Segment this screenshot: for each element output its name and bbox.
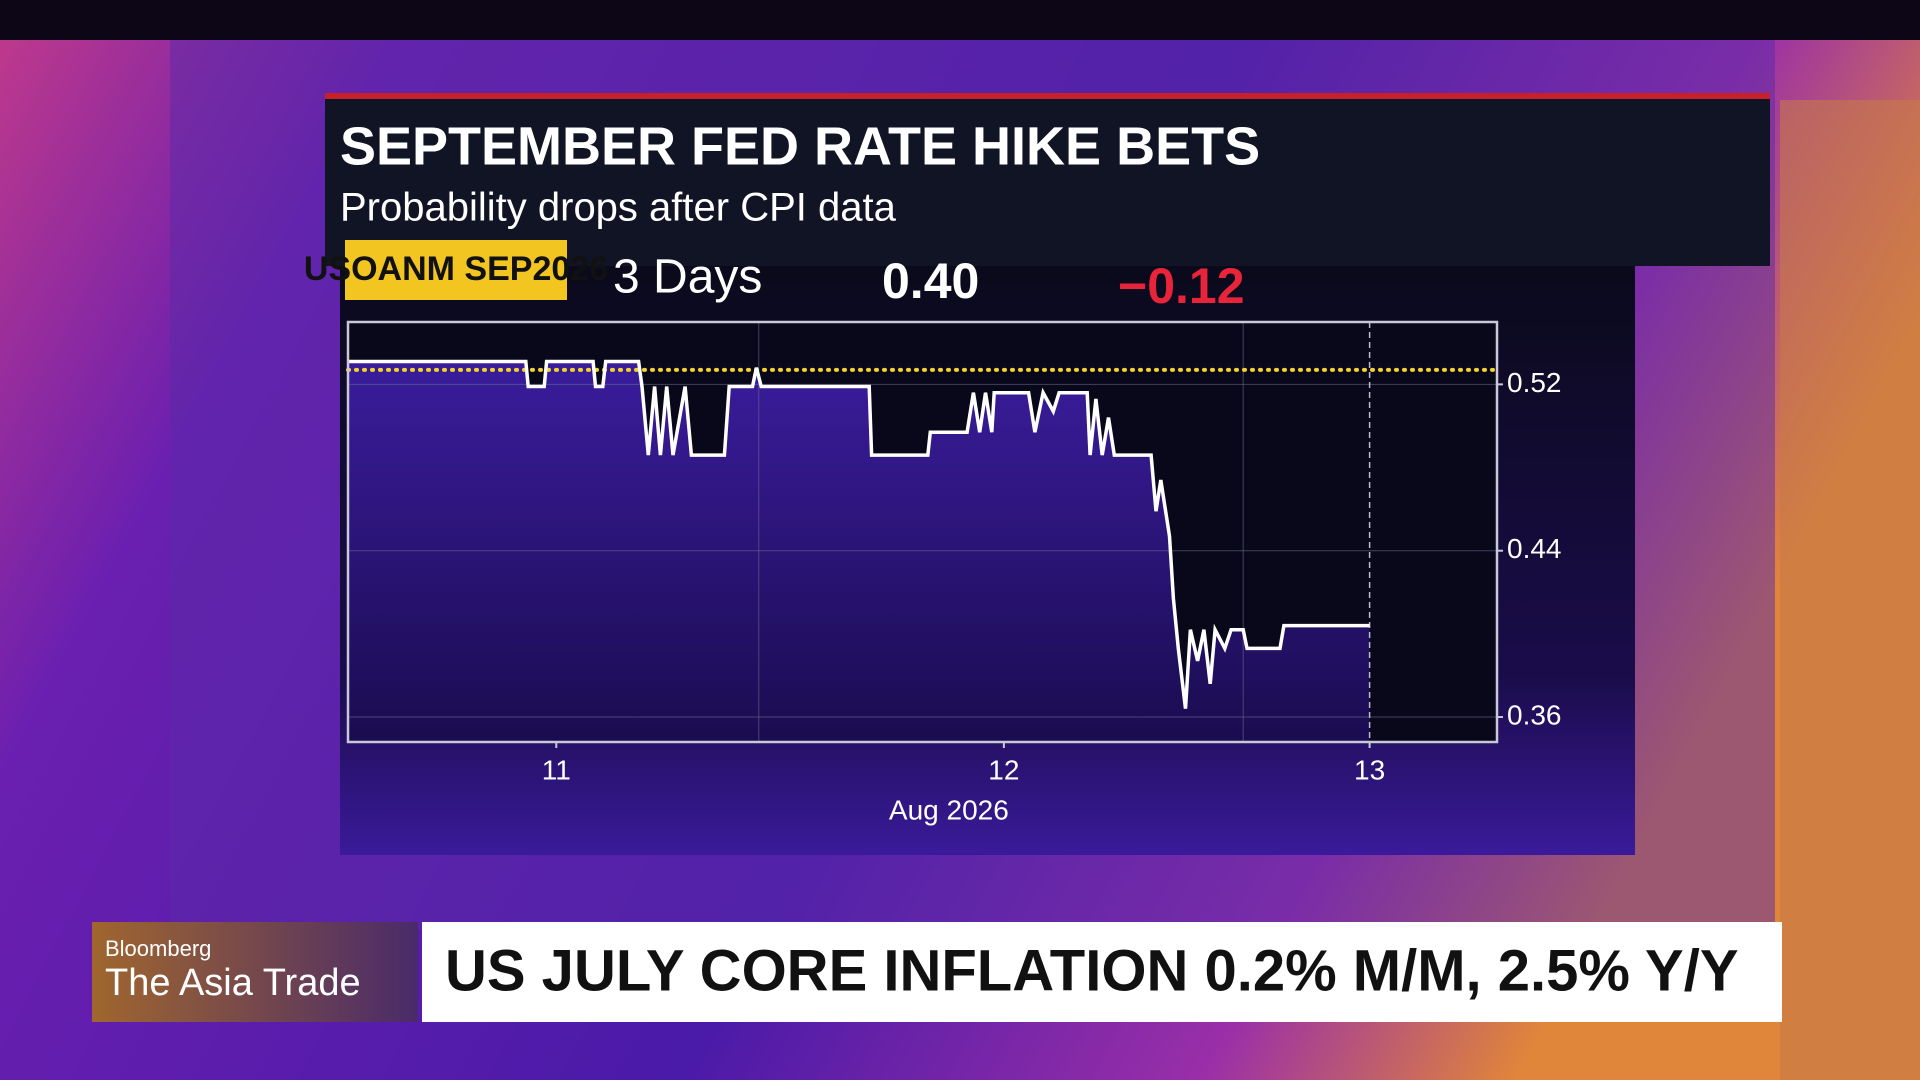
- city-backdrop: [1780, 100, 1920, 1080]
- headline: US JULY CORE INFLATION 0.2% M/M, 2.5% Y/…: [445, 938, 1739, 1003]
- y-tick-label: 0.52: [1507, 367, 1562, 398]
- change-value: −0.12: [1118, 258, 1245, 314]
- header-accent: [325, 93, 1770, 99]
- chart-title: SEPTEMBER FED RATE HIKE BETS: [340, 116, 1260, 176]
- show-name: The Asia Trade: [105, 962, 361, 1004]
- plot-border: [346, 320, 1499, 744]
- last-value: 0.40: [882, 253, 979, 309]
- x-axis-title: Aug 2026: [889, 794, 1009, 825]
- period: 3 Days: [613, 251, 762, 304]
- x-tick-label: 12: [988, 754, 1019, 785]
- top-band: [0, 0, 1920, 40]
- plot: 0.36 0.44 0.52 11 12 13 Aug 2026: [346, 320, 1562, 825]
- x-tick-label: 13: [1354, 754, 1385, 785]
- y-tick-label: 0.36: [1507, 699, 1562, 730]
- line: [348, 359, 1370, 709]
- headline-bar: [422, 922, 1782, 1022]
- symbol-badge: [345, 240, 567, 300]
- header-panel: [325, 98, 1770, 266]
- y-tick-label: 0.44: [1507, 533, 1562, 564]
- chart-subtitle: Probability drops after CPI data: [340, 186, 897, 230]
- brand-box: [92, 922, 418, 1022]
- x-tick-label: 11: [542, 754, 571, 785]
- symbol: USOANM SEP2026: [304, 250, 608, 288]
- brand: Bloomberg: [105, 936, 211, 961]
